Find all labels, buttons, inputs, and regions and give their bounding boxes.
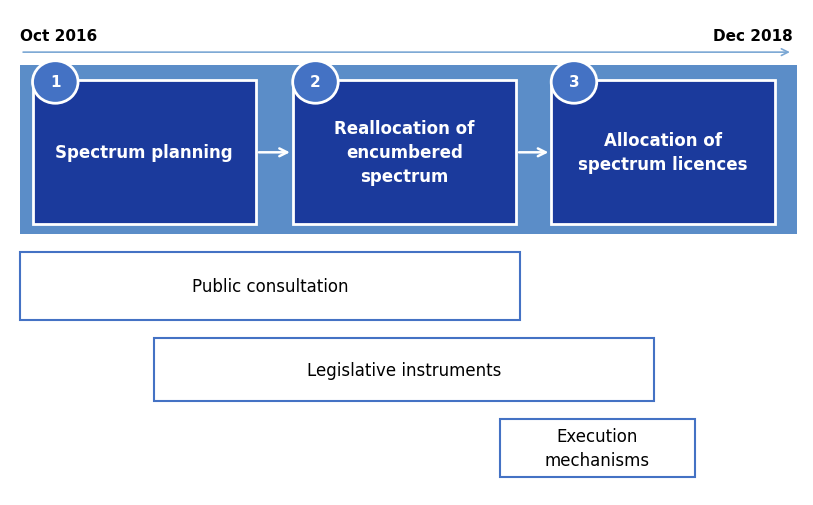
Bar bbox=[500, 419, 695, 477]
Ellipse shape bbox=[551, 62, 597, 104]
Bar bbox=[551, 81, 775, 225]
Text: Spectrum planning: Spectrum planning bbox=[55, 144, 233, 162]
Ellipse shape bbox=[33, 62, 78, 104]
Text: Legislative instruments: Legislative instruments bbox=[307, 361, 502, 379]
Text: Dec 2018: Dec 2018 bbox=[713, 29, 793, 44]
Bar bbox=[293, 81, 516, 225]
Bar bbox=[20, 252, 520, 321]
Bar bbox=[33, 81, 256, 225]
Bar bbox=[154, 338, 654, 401]
Ellipse shape bbox=[293, 62, 338, 104]
Text: 2: 2 bbox=[310, 75, 321, 90]
Text: Public consultation: Public consultation bbox=[192, 278, 349, 295]
Text: 3: 3 bbox=[568, 75, 580, 90]
Text: Reallocation of
encumbered
spectrum: Reallocation of encumbered spectrum bbox=[334, 120, 475, 185]
Text: Execution
mechanisms: Execution mechanisms bbox=[545, 427, 650, 469]
Text: Oct 2016: Oct 2016 bbox=[20, 29, 98, 44]
Bar bbox=[20, 66, 797, 235]
Text: 1: 1 bbox=[50, 75, 60, 90]
Text: Allocation of
spectrum licences: Allocation of spectrum licences bbox=[578, 132, 748, 174]
